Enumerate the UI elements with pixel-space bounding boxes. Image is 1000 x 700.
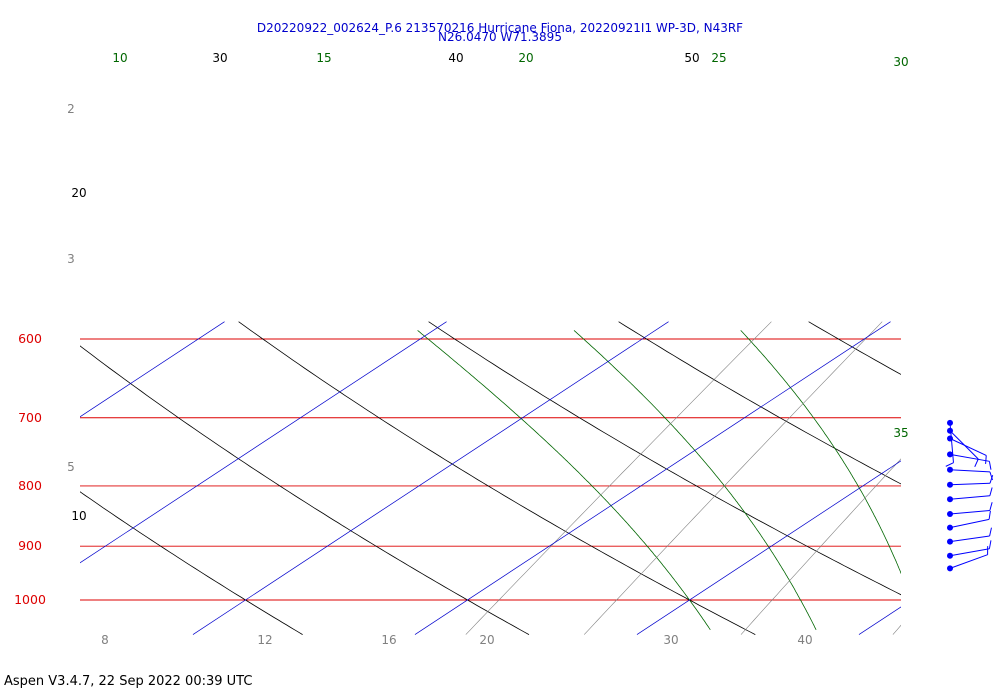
mixing-ratio-label: 3: [67, 252, 75, 266]
wind-barb: [947, 466, 993, 481]
mixing-ratio-label: 30: [663, 633, 678, 647]
moist-adiabat-line: [912, 330, 1000, 629]
mixing-ratio-label: 2: [67, 102, 75, 116]
wind-barb-staff: [949, 495, 990, 500]
axis-labels: 6007008009001000-10010203030405020101015…: [14, 51, 909, 647]
moist-adiabat-line: [740, 330, 901, 575]
isotherm-line: [192, 321, 669, 635]
wind-barb-flag: [989, 487, 993, 496]
moist-adiabat-label: 25: [711, 51, 726, 65]
dry-adiabat-label: 40: [448, 51, 463, 65]
pressure-tick-label: 1000: [14, 592, 46, 607]
wind-barb-flag: [988, 510, 991, 520]
mixing-ratio-label: 5: [67, 460, 75, 474]
wind-barb: [947, 487, 993, 503]
wind-barb-staff: [949, 548, 990, 557]
wind-barb-staff: [949, 518, 990, 529]
isotherm-line: [636, 460, 901, 635]
dry-adiabat-label: 50: [684, 51, 699, 65]
wind-barb-flag: [989, 475, 994, 484]
wind-barb: [947, 546, 989, 572]
isotherm-line: [858, 606, 901, 635]
wind-barb-flag: [985, 455, 987, 464]
wind-barb: [947, 510, 991, 531]
wind-barb-staff: [949, 469, 990, 473]
mixing-ratio-label: 16: [381, 633, 396, 647]
wind-barb: [947, 527, 992, 545]
wind-barb: [947, 435, 987, 464]
moist-adiabat-label: 10: [112, 51, 127, 65]
dry-adiabat-line: [80, 491, 303, 635]
mixing-ratio-line: [892, 624, 901, 635]
wind-barb-flag: [945, 462, 954, 467]
chart-title-line-1: D20220922_002624_P.6 213570216 Hurricane…: [256, 21, 744, 35]
mixing-ratio-label: 12: [257, 633, 272, 647]
wind-barb-flag: [988, 540, 992, 549]
isotherm-line: [0, 322, 3, 635]
wind-barb-flag: [974, 458, 979, 467]
isotherm-line: [80, 321, 225, 418]
dry-adiabat-label: 20: [71, 186, 86, 200]
dry-adiabat-line: [238, 321, 756, 635]
dry-adiabat-line: [80, 345, 530, 635]
moist-adiabat-line: [573, 330, 817, 630]
wind-barb-staff: [949, 482, 990, 486]
wind-barb-flag: [989, 471, 993, 481]
wind-barb: [947, 540, 992, 559]
dry-adiabat-label: 10: [71, 509, 86, 523]
isotherm-line: [414, 321, 891, 635]
background-grid: [0, 321, 1000, 635]
pressure-tick-label: 800: [18, 478, 42, 493]
mixing-ratio-line: [583, 321, 883, 635]
footer-version-timestamp: Aspen V3.4.7, 22 Sep 2022 00:39 UTC: [4, 674, 253, 689]
wind-barb: [945, 419, 954, 467]
moist-adiabat-label: 30: [893, 55, 908, 69]
pressure-tick-label: 900: [18, 538, 42, 553]
wind-barb: [947, 451, 992, 470]
dry-adiabat-line: [618, 321, 901, 485]
wind-barb-staff: [949, 509, 990, 515]
wind-barb-staff: [949, 535, 990, 543]
pressure-tick-label: 700: [18, 410, 42, 425]
wind-barbs: [945, 419, 994, 572]
mixing-ratio-line: [740, 458, 901, 635]
mixing-ratio-line: [465, 321, 772, 635]
moist-adiabat-line: [417, 330, 711, 631]
isotherm-line: [80, 321, 447, 564]
wind-barb-flag: [989, 527, 992, 537]
moist-adiabat-label: 15: [316, 51, 331, 65]
mixing-ratio-label: 20: [479, 633, 494, 647]
wind-barb-flag: [988, 461, 992, 470]
wind-barb-staff: [949, 438, 987, 456]
wind-barb-flag: [989, 502, 993, 511]
mixing-ratio-label: 40: [797, 633, 812, 647]
moist-adiabat-label: 20: [518, 51, 533, 65]
wind-barb: [947, 475, 994, 488]
dry-adiabat-line: [808, 321, 901, 375]
dry-adiabat-line: [428, 321, 901, 596]
dry-adiabat-label: 30: [212, 51, 227, 65]
wind-barb-staff: [949, 453, 990, 462]
chart-title-line-2: N26.0470 W71.3895: [438, 30, 562, 44]
wind-barb: [947, 502, 993, 517]
mixing-ratio-label: 8: [101, 633, 109, 647]
wind-barb-staff: [949, 554, 988, 569]
moist-adiabat-label: 35: [893, 426, 908, 440]
pressure-tick-label: 600: [18, 331, 42, 346]
